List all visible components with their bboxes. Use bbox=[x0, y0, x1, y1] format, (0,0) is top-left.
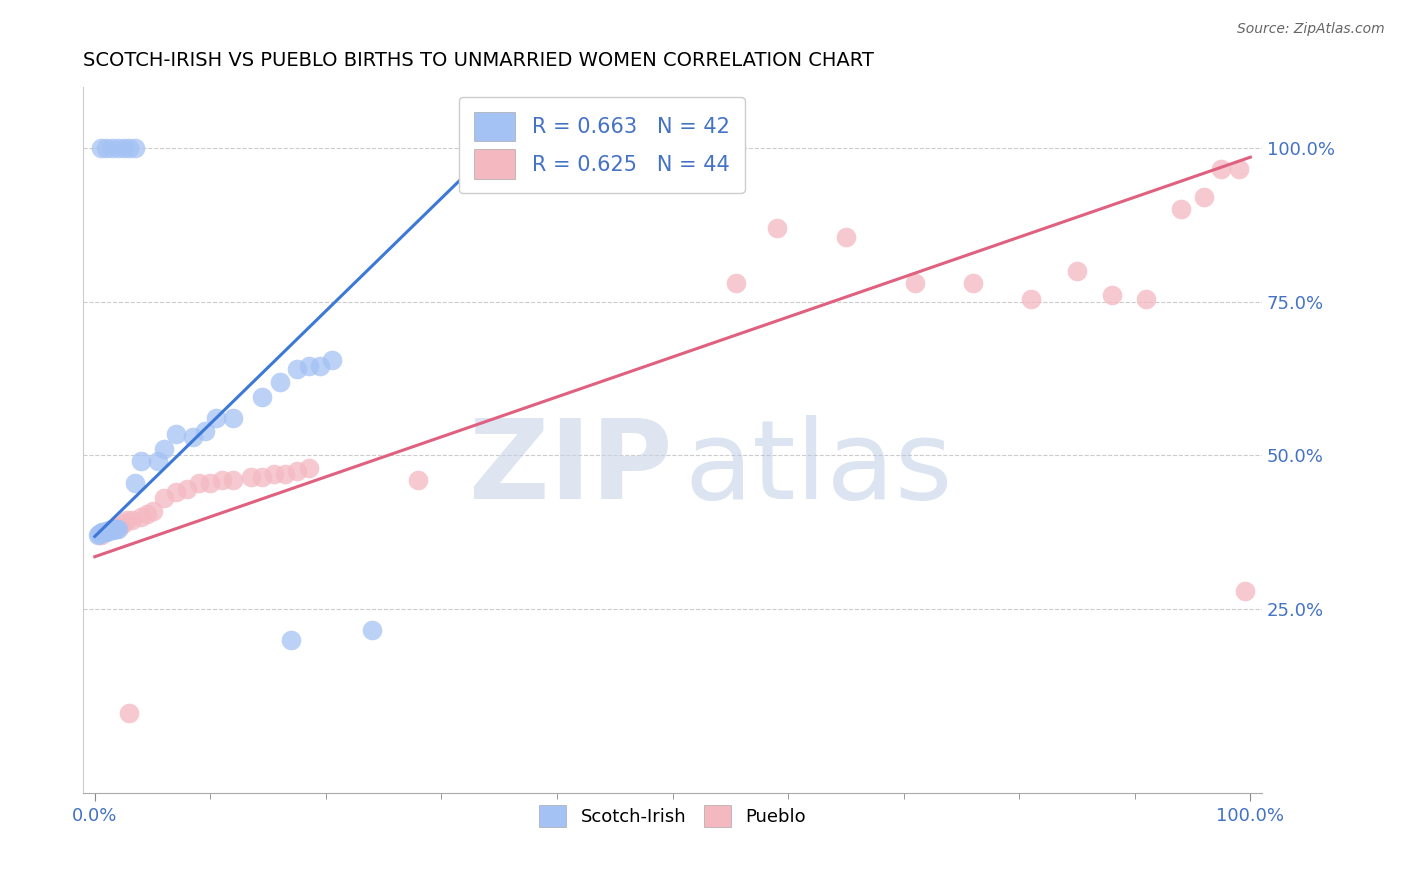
Point bbox=[103, 522, 125, 536]
Point bbox=[222, 411, 245, 425]
Point bbox=[280, 632, 302, 647]
Point bbox=[1227, 162, 1250, 177]
Point bbox=[211, 473, 233, 487]
Point bbox=[112, 141, 135, 155]
Point bbox=[87, 528, 110, 542]
Point bbox=[90, 525, 112, 540]
Point bbox=[309, 359, 332, 374]
Point bbox=[239, 470, 262, 484]
Point bbox=[523, 141, 546, 155]
Point bbox=[101, 523, 124, 537]
Point bbox=[96, 525, 118, 540]
Point bbox=[101, 522, 124, 536]
Point bbox=[91, 525, 114, 540]
Point bbox=[142, 503, 165, 517]
Point bbox=[97, 523, 120, 537]
Text: ZIP: ZIP bbox=[470, 415, 672, 522]
Point bbox=[274, 467, 297, 481]
Point bbox=[408, 473, 430, 487]
Point bbox=[165, 426, 187, 441]
Point bbox=[104, 522, 127, 536]
Point bbox=[115, 513, 138, 527]
Point bbox=[124, 475, 146, 490]
Point bbox=[187, 475, 209, 490]
Point bbox=[103, 522, 125, 536]
Point bbox=[321, 353, 343, 368]
Point bbox=[1170, 202, 1192, 217]
Point bbox=[121, 513, 143, 527]
Point bbox=[252, 470, 274, 484]
Point bbox=[1066, 264, 1088, 278]
Point bbox=[285, 362, 308, 376]
Point bbox=[200, 475, 222, 490]
Point bbox=[93, 525, 115, 540]
Point bbox=[181, 430, 204, 444]
Point bbox=[118, 141, 141, 155]
Point bbox=[962, 276, 984, 290]
Point bbox=[112, 516, 135, 530]
Point bbox=[118, 706, 141, 721]
Text: Source: ZipAtlas.com: Source: ZipAtlas.com bbox=[1237, 22, 1385, 37]
Point bbox=[725, 276, 748, 290]
Point bbox=[361, 624, 384, 638]
Point bbox=[98, 523, 121, 537]
Point bbox=[107, 141, 129, 155]
Point bbox=[107, 522, 129, 536]
Point bbox=[194, 424, 217, 438]
Point bbox=[135, 507, 157, 521]
Point bbox=[90, 528, 112, 542]
Point bbox=[153, 442, 176, 457]
Point bbox=[1233, 583, 1256, 598]
Point bbox=[176, 482, 198, 496]
Point bbox=[1101, 288, 1123, 302]
Point bbox=[835, 230, 858, 244]
Point bbox=[165, 485, 187, 500]
Point bbox=[96, 524, 118, 538]
Point bbox=[765, 220, 787, 235]
Point bbox=[1211, 162, 1233, 177]
Point bbox=[1135, 292, 1157, 306]
Point bbox=[100, 523, 122, 537]
Legend: Scotch-Irish, Pueblo: Scotch-Irish, Pueblo bbox=[531, 797, 814, 834]
Point bbox=[110, 519, 132, 533]
Point bbox=[96, 525, 118, 540]
Point bbox=[96, 141, 118, 155]
Point bbox=[148, 454, 170, 468]
Text: SCOTCH-IRISH VS PUEBLO BIRTHS TO UNMARRIED WOMEN CORRELATION CHART: SCOTCH-IRISH VS PUEBLO BIRTHS TO UNMARRI… bbox=[83, 51, 875, 70]
Point bbox=[90, 525, 112, 540]
Point bbox=[124, 141, 146, 155]
Point bbox=[205, 411, 228, 425]
Point bbox=[101, 141, 124, 155]
Point bbox=[153, 491, 176, 506]
Point bbox=[297, 460, 319, 475]
Point bbox=[1192, 190, 1215, 204]
Point bbox=[90, 141, 112, 155]
Point bbox=[222, 473, 245, 487]
Point bbox=[1019, 292, 1042, 306]
Text: atlas: atlas bbox=[685, 415, 953, 522]
Point bbox=[252, 390, 274, 404]
Point bbox=[263, 467, 285, 481]
Point bbox=[89, 527, 111, 541]
Point bbox=[269, 375, 291, 389]
Point bbox=[285, 464, 308, 478]
Point bbox=[297, 359, 319, 374]
Point bbox=[129, 509, 152, 524]
Point bbox=[104, 522, 127, 536]
Point bbox=[904, 276, 927, 290]
Point bbox=[129, 454, 152, 468]
